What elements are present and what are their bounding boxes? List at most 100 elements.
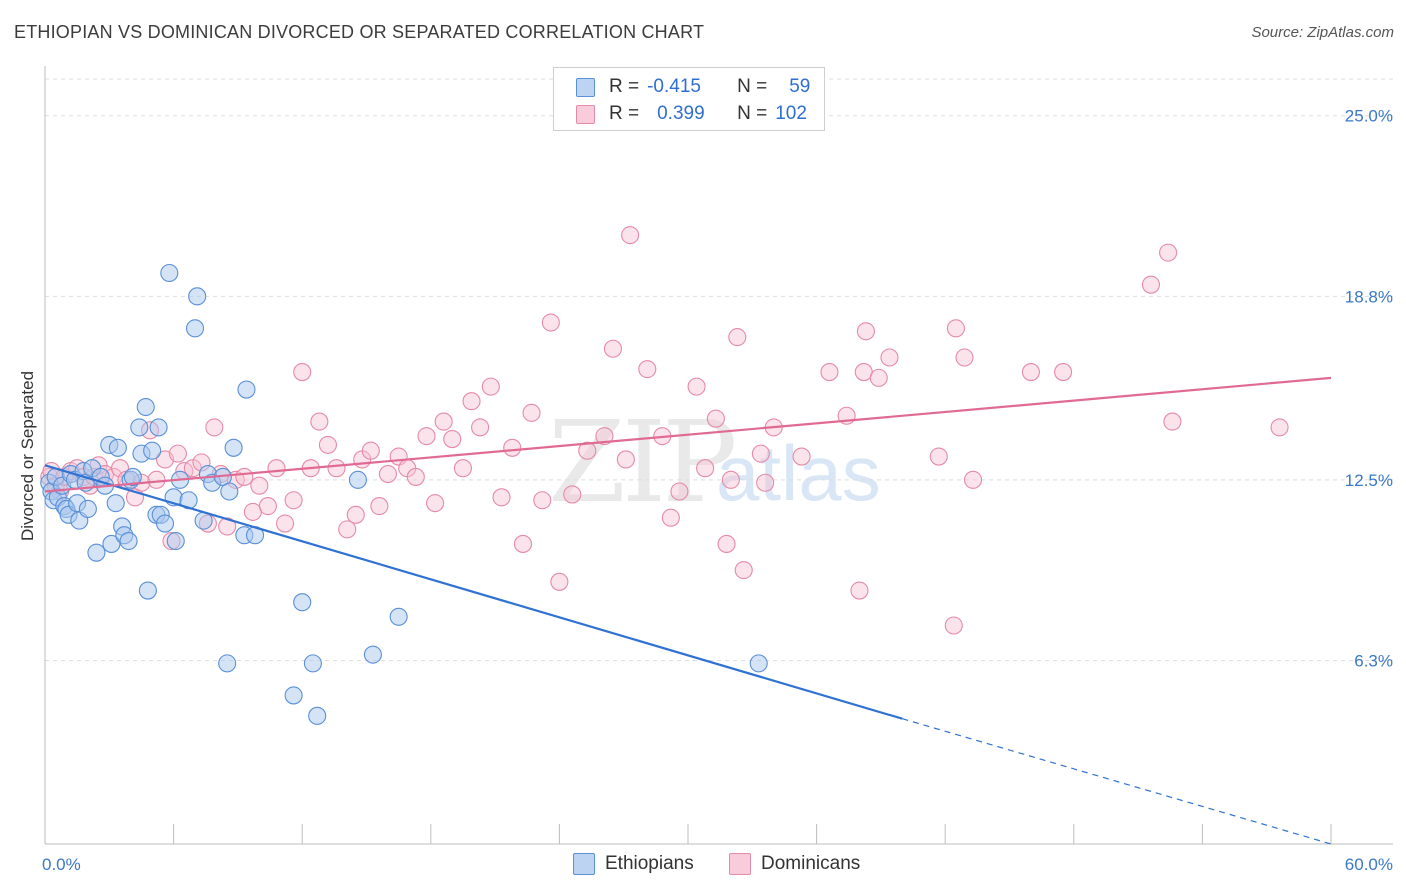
dominican-point	[258, 497, 277, 516]
ethiopian-point	[149, 418, 168, 437]
dominican-point	[856, 322, 875, 341]
y-tick-label: 18.8%	[1345, 287, 1393, 306]
r-label: R =	[609, 76, 640, 97]
r-value: 0.399	[657, 103, 705, 124]
ethiopian-point	[220, 482, 239, 501]
dominican-point	[880, 348, 899, 367]
ethiopian-point	[78, 499, 97, 519]
ethiopian-point	[218, 654, 237, 673]
source-credit: Source: ZipAtlas.com	[1251, 24, 1394, 41]
dominican-point	[792, 447, 811, 466]
ethiopian-point	[87, 543, 106, 562]
dominican-point	[721, 470, 740, 489]
ethiopian-point	[130, 418, 149, 437]
dominican-point	[687, 377, 706, 396]
dominican-point	[550, 572, 569, 591]
dominican-point	[293, 363, 312, 382]
dominicans-legend-label: Dominicans	[761, 853, 861, 874]
dominican-point	[728, 328, 747, 347]
ethiopian-point	[155, 514, 175, 533]
dominican-point	[1163, 412, 1182, 431]
dominicans-swatch	[576, 104, 595, 124]
dominicans-points	[40, 226, 1289, 635]
x-tick-label: 60.0%	[1345, 855, 1393, 874]
dominican-point	[578, 441, 597, 460]
ethiopian-point	[224, 438, 243, 457]
dominican-point	[434, 412, 453, 431]
ethiopian-point	[749, 654, 768, 673]
y-tick-label: 6.3%	[1354, 651, 1393, 670]
n-label: N =	[737, 76, 768, 97]
trend-lines	[44, 376, 1332, 845]
dominican-point	[327, 459, 346, 478]
ethiopian-point	[389, 607, 408, 626]
n-value: 59	[789, 76, 811, 97]
dominican-point	[492, 488, 511, 507]
dominican-point	[595, 427, 614, 446]
dominican-point	[929, 447, 948, 466]
dominican-point	[751, 444, 770, 463]
dominican-point	[541, 313, 560, 332]
watermark-atlas: atlas	[716, 429, 881, 517]
grid-lines	[45, 78, 1393, 661]
dominican-point	[696, 459, 715, 478]
dominican-point	[481, 377, 500, 396]
dominican-point	[205, 418, 224, 437]
dominican-point	[284, 491, 303, 510]
dominicans-trend-line	[44, 376, 1332, 493]
dominican-point	[820, 363, 839, 382]
dominican-point	[426, 494, 445, 513]
dominican-point	[563, 485, 582, 504]
dominican-point	[1159, 243, 1178, 262]
dominican-point	[706, 409, 725, 428]
ethiopian-point	[138, 581, 157, 600]
ethiopians-legend-label: Ethiopians	[605, 853, 694, 874]
dominican-point	[717, 534, 736, 553]
legend-item-dominicans: Dominicans	[729, 851, 860, 877]
ethiopian-point	[303, 654, 322, 673]
dominican-point	[1054, 363, 1073, 382]
dominican-point	[1141, 275, 1161, 294]
dominican-point	[1270, 418, 1289, 437]
axes	[44, 66, 1393, 845]
y-tick-labels: 6.3% 12.5% 18.8% 25.0%	[1345, 107, 1393, 671]
n-value: 102	[775, 103, 807, 124]
dominicans-legend-swatch	[729, 853, 751, 875]
dominican-point	[110, 459, 130, 478]
ethiopians-trend-extension	[902, 718, 1332, 845]
dominican-point	[503, 438, 522, 457]
ethiopian-point	[143, 441, 162, 460]
dominican-point	[869, 368, 888, 387]
stats-legend: R = -0.415 N = 59 R = 0.399 N = 102	[553, 67, 825, 131]
y-tick-label: 25.0%	[1345, 107, 1393, 126]
dominican-point	[603, 339, 623, 358]
ethiopian-point	[185, 319, 205, 338]
dominican-point	[147, 470, 166, 489]
dominican-point	[616, 450, 635, 469]
dominican-point	[168, 444, 187, 463]
dominican-point	[267, 459, 286, 478]
dominican-point	[406, 467, 425, 486]
ethiopian-point	[188, 287, 207, 306]
r-label: R =	[609, 103, 640, 124]
ethiopian-point	[308, 706, 327, 725]
dominican-point	[854, 363, 873, 382]
dominican-point	[276, 514, 295, 533]
r-value: -0.415	[647, 76, 701, 97]
dominican-point	[443, 430, 462, 449]
dominican-point	[850, 581, 869, 600]
dominican-point	[417, 427, 436, 446]
dominican-point	[243, 502, 262, 521]
dominican-point	[638, 360, 657, 379]
ethiopian-point	[108, 438, 127, 457]
dominican-point	[310, 412, 329, 431]
dominican-point	[955, 348, 974, 367]
dominican-point	[661, 508, 680, 527]
dominican-point	[346, 505, 365, 524]
ethiopian-point	[106, 494, 125, 513]
ethiopian-point	[160, 263, 179, 283]
ethiopians-points	[40, 263, 768, 725]
dominican-point	[734, 561, 753, 580]
ethiopians-legend-swatch	[573, 853, 595, 875]
dominican-point	[471, 418, 490, 437]
